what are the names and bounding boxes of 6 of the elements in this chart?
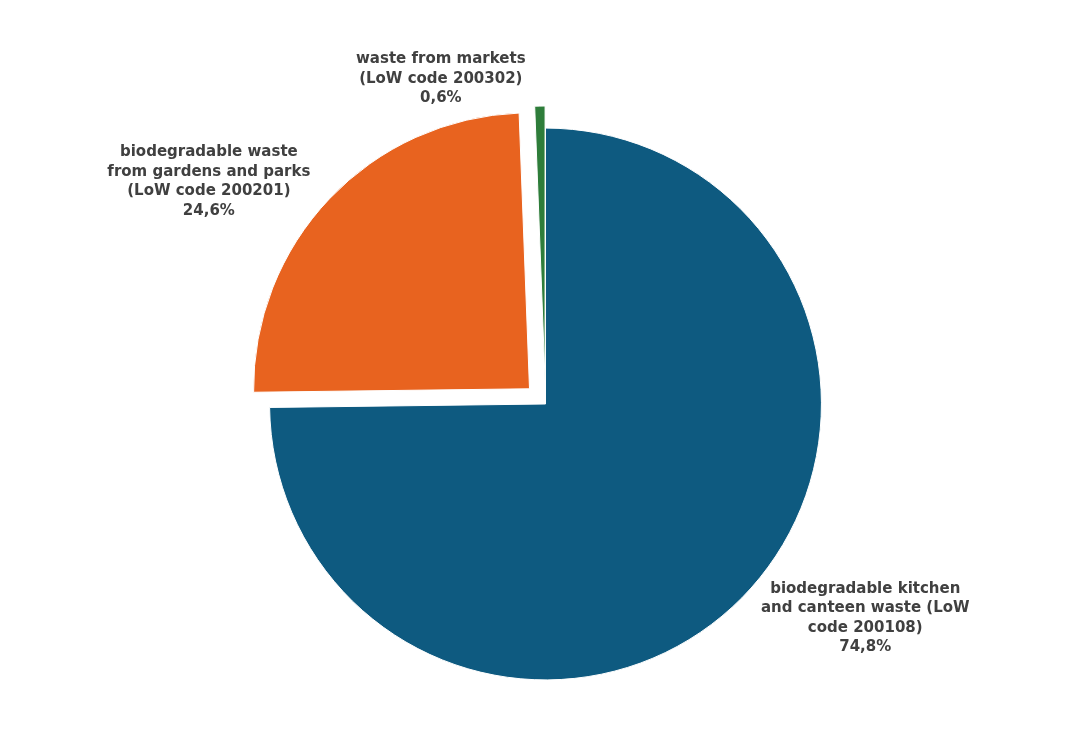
slice-label: biodegradable kitchen and canteen waste (LoW code 200108) [760,578,971,636]
slice-label: waste from markets (LoW code 200302) [356,49,526,87]
data-label: 0,6% [419,88,462,107]
data-label: 74,8% [839,637,892,656]
slice-label: biodegradable waste from gardens and parks (LoW code 200201) [107,142,311,200]
data-label: 24,6% [182,200,235,219]
